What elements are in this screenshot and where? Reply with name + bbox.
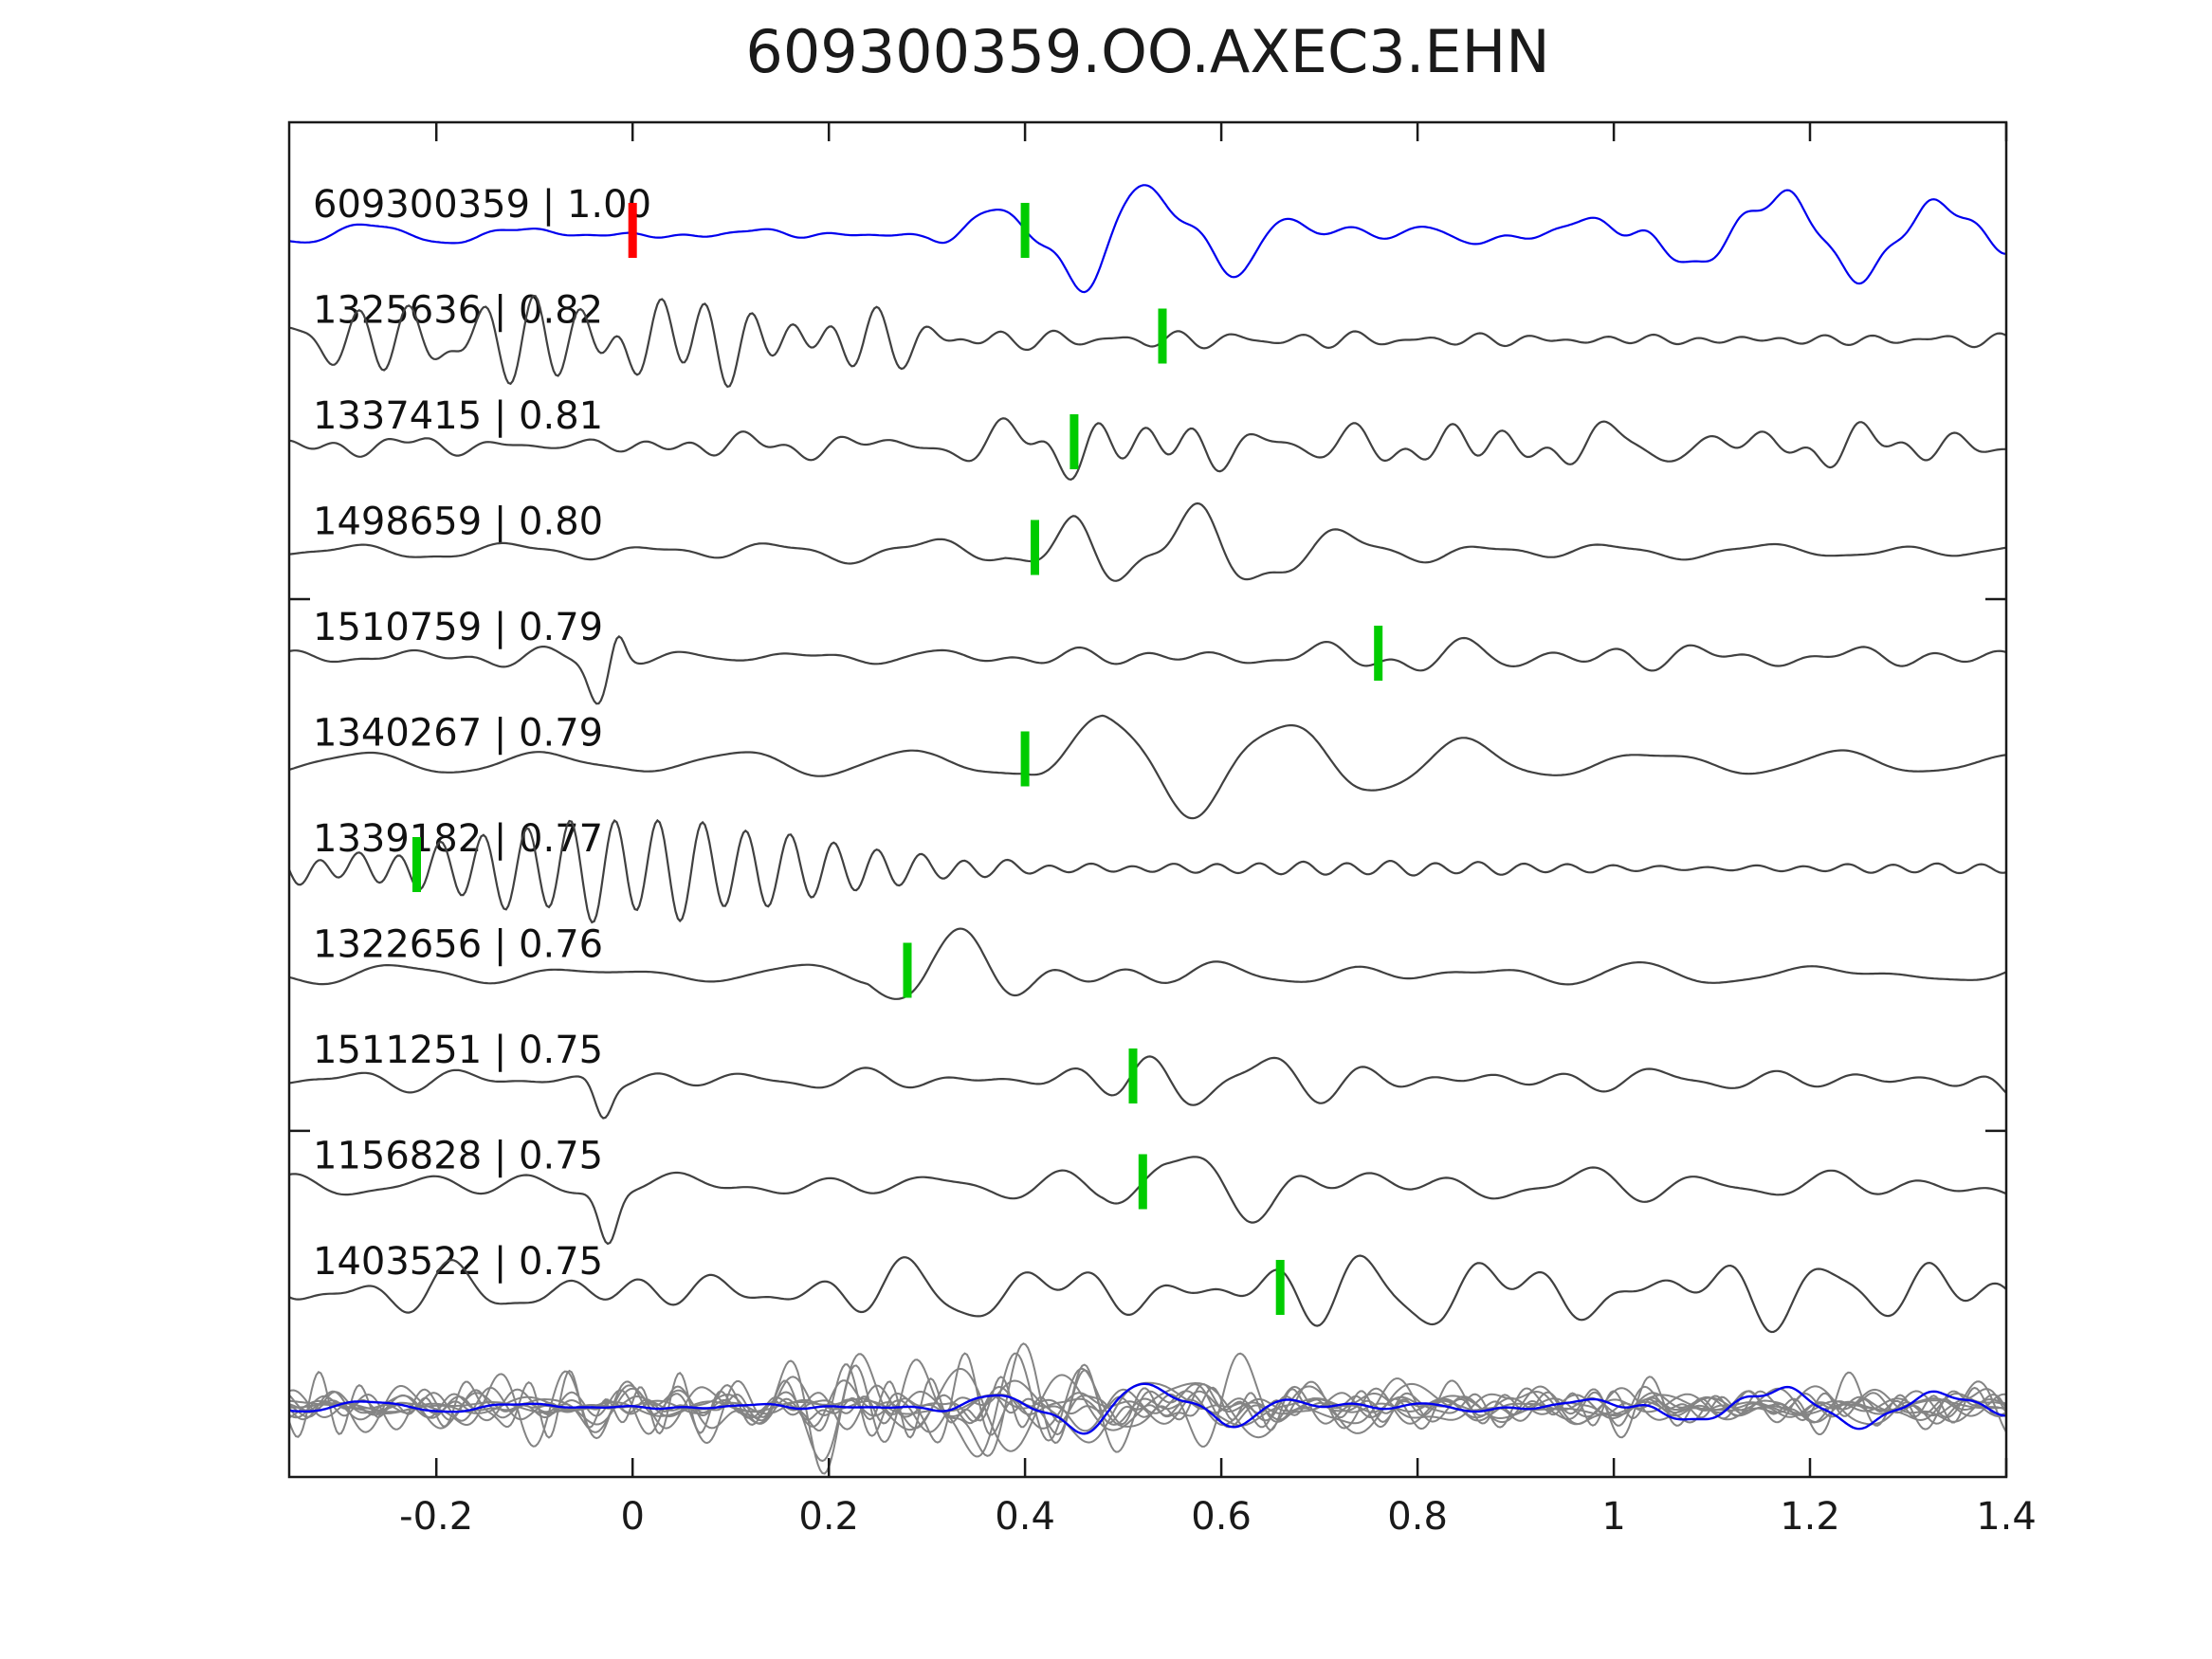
overlay-gray-trace-2 <box>289 1352 2006 1463</box>
trace-path-1498659 <box>289 501 2006 582</box>
green-pick-marker-1511251 <box>1128 1048 1138 1103</box>
green-pick-marker-1337415 <box>1069 414 1079 469</box>
trace-label-1510759: 1510759 | 0.79 <box>313 606 603 649</box>
red-pick-marker-609300359 <box>628 203 637 258</box>
green-pick-marker-1403522 <box>1275 1260 1285 1315</box>
green-pick-marker-1339182 <box>412 837 421 892</box>
trace-label-1511251: 1511251 | 0.75 <box>313 1029 603 1072</box>
x-tick-label--0.2: -0.2 <box>399 1495 473 1539</box>
x-tick-label-0.2: 0.2 <box>798 1495 859 1539</box>
overlay-gray-trace-10 <box>289 1376 2006 1444</box>
overlay-reference-trace <box>289 1382 2006 1435</box>
trace-path-1322656 <box>289 927 2006 1000</box>
axes <box>287 120 2008 1479</box>
trace-label-609300359: 609300359 | 1.00 <box>313 183 651 227</box>
trace-path-1337415 <box>289 417 2006 481</box>
trace-path-1510759 <box>289 634 2006 705</box>
trace-path-609300359 <box>289 184 2006 294</box>
green-pick-marker-1325636 <box>1158 308 1167 364</box>
pick-markers <box>412 203 1383 1315</box>
x-tick-label-1: 1 <box>1601 1495 1625 1539</box>
trace-path-1511251 <box>289 1055 2006 1120</box>
trace-path-1340267 <box>289 714 2006 820</box>
x-tick-label-0: 0 <box>620 1495 644 1539</box>
green-pick-marker-1498659 <box>1031 520 1039 575</box>
figure-title: 609300359.OO.AXEC3.EHN <box>745 17 1550 86</box>
axes-box <box>287 120 2008 1479</box>
trace-waveforms <box>289 184 2006 1334</box>
x-tick-label-0.6: 0.6 <box>1191 1495 1252 1539</box>
x-tick-label-0.8: 0.8 <box>1387 1495 1448 1539</box>
trace-label-1340267: 1340267 | 0.79 <box>313 712 603 756</box>
trace-label-1322656: 1322656 | 0.76 <box>313 923 603 967</box>
green-pick-marker-1156828 <box>1138 1154 1147 1210</box>
green-pick-marker-1510759 <box>1374 626 1383 681</box>
overlay-stack <box>289 1342 2006 1475</box>
trace-label-1498659: 1498659 | 0.80 <box>313 501 603 544</box>
green-pick-marker-1340267 <box>1020 731 1030 787</box>
x-tick-label-0.4: 0.4 <box>995 1495 1055 1539</box>
x-tick-label-1.2: 1.2 <box>1780 1495 1840 1539</box>
trace-label-1337415: 1337415 | 0.81 <box>313 394 603 438</box>
trace-path-1325636 <box>289 294 2006 389</box>
green-pick-marker-609300359 <box>1020 203 1030 258</box>
trace-label-1325636: 1325636 | 0.82 <box>313 289 603 333</box>
green-pick-marker-1322656 <box>903 942 912 998</box>
trace-path-1156828 <box>289 1156 2006 1246</box>
trace-path-1339182 <box>289 818 2006 924</box>
trace-label-1156828: 1156828 | 0.75 <box>313 1135 603 1178</box>
overlay-gray-trace-7 <box>289 1352 2006 1444</box>
overlay-gray-trace-5 <box>289 1371 2006 1439</box>
trace-path-1403522 <box>289 1254 2006 1334</box>
x-tick-label-1.4: 1.4 <box>1976 1495 2037 1539</box>
